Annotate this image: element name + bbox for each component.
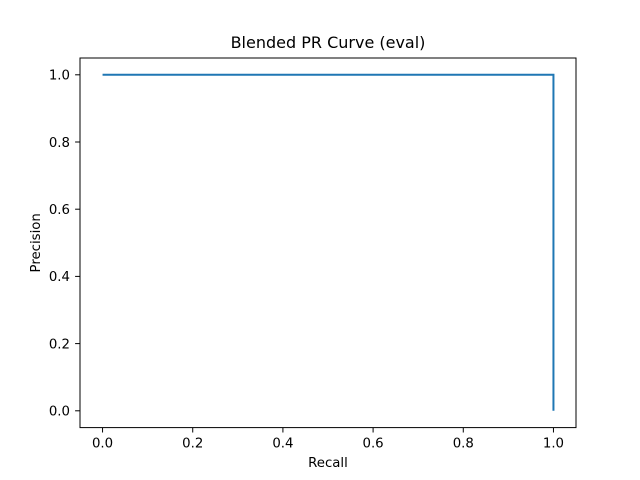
x-tick-label: 1.0 — [543, 437, 564, 452]
y-tick-label: 0.8 — [49, 136, 70, 151]
y-axis-label: Precision — [29, 213, 44, 272]
x-tick-label: 0.0 — [92, 437, 113, 452]
y-tick-label: 0.4 — [49, 270, 70, 285]
axes-frame — [79, 57, 577, 429]
x-tick-label: 0.8 — [453, 437, 474, 452]
y-tick-label: 1.0 — [49, 69, 70, 84]
x-tick-label: 0.4 — [272, 437, 293, 452]
x-tick-label: 0.2 — [182, 437, 203, 452]
pr-curve-line — [102, 73, 555, 411]
x-axis-label: Recall — [308, 456, 348, 471]
y-axis-ticks: 0.0 0.2 0.4 0.6 0.8 1.0 — [49, 69, 80, 420]
chart-title: Blended PR Curve (eval) — [231, 33, 426, 52]
y-tick-label: 0.0 — [49, 405, 70, 420]
series-layer — [102, 73, 555, 411]
y-tick-label: 0.6 — [49, 203, 70, 218]
x-axis-ticks: 0.0 0.2 0.4 0.6 0.8 1.0 — [92, 427, 564, 452]
y-tick-label: 0.2 — [49, 337, 70, 352]
x-tick-label: 0.6 — [363, 437, 384, 452]
